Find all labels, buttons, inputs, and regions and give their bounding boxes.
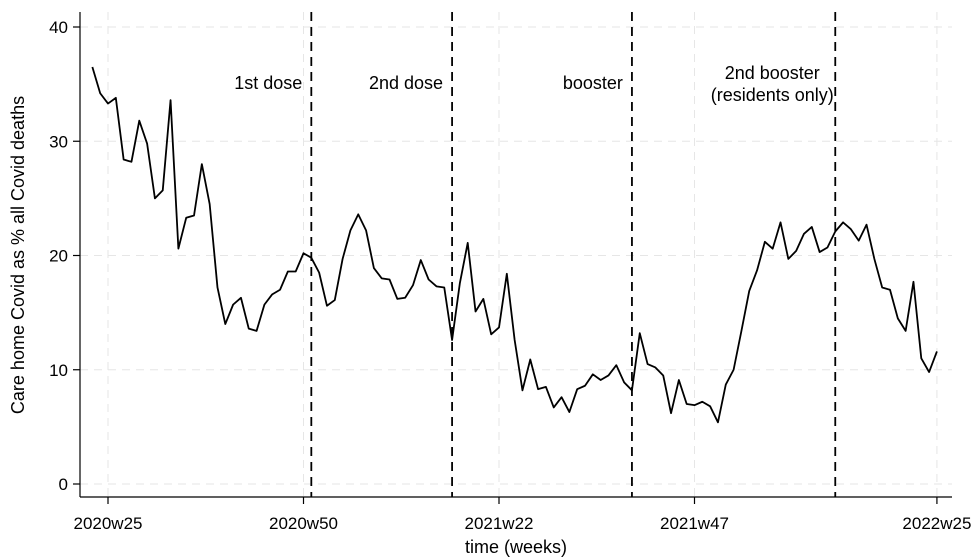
x-ticks: 2020w25 2020w50 2021w22 2021w47 2022w25 xyxy=(73,497,971,533)
event-label: booster xyxy=(563,73,623,93)
y-tick-label: 10 xyxy=(49,361,68,380)
event-label: 2nd booster xyxy=(725,63,820,83)
axes xyxy=(79,12,952,498)
x-tick-label: 2021w47 xyxy=(660,514,729,533)
event-label: 2nd dose xyxy=(369,73,443,93)
y-tick-label: 30 xyxy=(49,132,68,151)
series xyxy=(91,66,938,424)
x-axis-title: time (weeks) xyxy=(465,537,567,557)
x-tick-label: 2022w25 xyxy=(902,514,971,533)
x-tick-label: 2020w25 xyxy=(73,514,142,533)
event-label: 1st dose xyxy=(234,73,302,93)
x-tick-label: 2020w50 xyxy=(269,514,338,533)
event-label: (residents only) xyxy=(711,85,834,105)
series-line xyxy=(91,66,938,424)
event-lines: 1st dose 2nd dose booster 2nd booster(resid… xyxy=(234,12,837,497)
y-tick-label: 20 xyxy=(49,247,68,266)
y-axis-title: Care home Covid as % all Covid deaths xyxy=(8,96,28,414)
y-tick-label: 40 xyxy=(49,18,68,37)
y-tick-label: 0 xyxy=(59,475,68,494)
x-tick-label: 2021w22 xyxy=(464,514,533,533)
y-ticks: 0 10 20 30 40 xyxy=(49,18,80,494)
